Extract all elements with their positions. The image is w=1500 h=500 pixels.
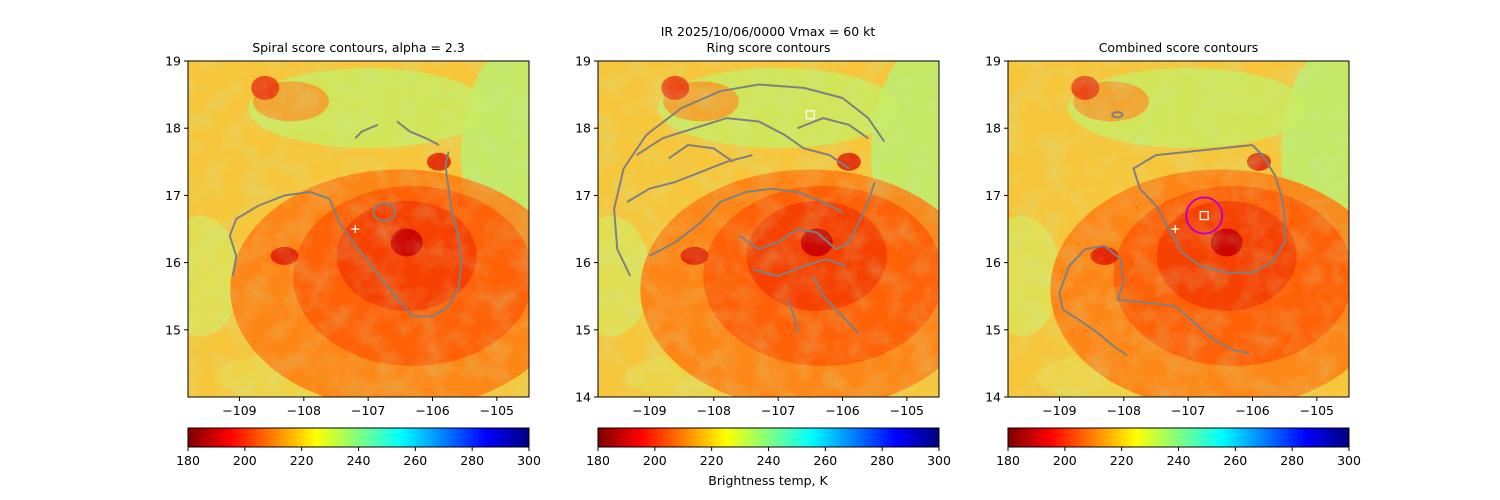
ring-fit-circle	[1185, 196, 1224, 235]
x-tick-label: −107	[1171, 403, 1205, 418]
x-tick-label: −108	[1107, 403, 1141, 418]
colorbar-tick-label: 240	[757, 453, 781, 468]
best-center-marker	[1199, 210, 1209, 221]
y-tick-label: 14	[985, 390, 1001, 405]
y-tick-label: 17	[985, 188, 1001, 203]
ir-image	[1008, 61, 1349, 397]
colorbar-tick-label: 300	[517, 453, 541, 468]
x-tick-label: −107	[761, 403, 795, 418]
y-tick-label: 18	[575, 121, 591, 136]
contour-line	[636, 117, 850, 170]
contour-line	[752, 258, 847, 277]
panel-title: Combined score contours	[1099, 40, 1259, 55]
colorbar-gradient	[597, 427, 940, 448]
contour-line	[228, 151, 463, 318]
colorbar-tick-label: 220	[700, 453, 724, 468]
first-guess-marker	[1171, 225, 1180, 233]
colorbar-tick-label: 280	[460, 453, 484, 468]
contour-line	[812, 275, 860, 334]
contour-line	[613, 83, 886, 277]
x-tick-label: −106	[415, 403, 449, 418]
panel-1: Spiral score contours, alpha = 2.3 −109 −1…	[165, 40, 541, 468]
contour-line	[668, 144, 734, 163]
colorbar-tick-label: 200	[1053, 453, 1077, 468]
y-tick-label: 19	[985, 54, 1001, 69]
panel-title: Spiral score contours, alpha = 2.3	[252, 40, 465, 55]
y-tick-label: 15	[985, 322, 1001, 337]
panel-title: Ring score contours	[706, 40, 830, 55]
colorbar-tick-label: 240	[347, 453, 371, 468]
colorbar-tick-label: 200	[643, 453, 667, 468]
colorbar-tick-label: 300	[1337, 453, 1361, 468]
colorbar: 180 200 220 240 260 280 300	[586, 427, 951, 468]
score-contours	[228, 120, 463, 318]
contour-line	[1132, 144, 1286, 274]
colorbar: 180 200 220 240 260 280 300	[996, 427, 1361, 468]
contour-line	[649, 187, 843, 257]
panel-3: Combined score contours −109 −108 −107 −106 −…	[985, 40, 1361, 468]
best-center-marker	[805, 110, 815, 120]
y-tick-label: 19	[165, 54, 181, 69]
score-contours	[613, 83, 886, 334]
x-tick-label: −105	[480, 403, 514, 418]
x-tick-label: −107	[351, 403, 385, 418]
colorbar: 180 200 220 240 260 280 300	[176, 427, 541, 468]
suptitle: IR 2025/10/06/0000 Vmax = 60 kt	[661, 24, 876, 39]
x-tick-label: −105	[890, 403, 924, 418]
y-tick-label: 16	[575, 255, 591, 270]
colorbar-gradient	[1007, 427, 1350, 448]
contour-line	[1103, 245, 1250, 355]
colorbar-gradient	[187, 427, 530, 448]
first-guess-marker	[351, 225, 360, 233]
colorbar-tick-label: 180	[176, 453, 200, 468]
colorbar-tick-label: 280	[1280, 453, 1304, 468]
axes-frame	[597, 60, 940, 398]
contour-line	[354, 123, 379, 139]
y-tick-label: 18	[165, 121, 181, 136]
x-tick-label: −109	[1042, 403, 1076, 418]
x-tick-label: −106	[825, 403, 859, 418]
colorbar-tick-label: 280	[870, 453, 894, 468]
contour-line	[738, 181, 876, 251]
colorbar-tick-label: 180	[996, 453, 1020, 468]
colorbar-tick-label: 200	[233, 453, 257, 468]
contour-loop	[372, 202, 397, 222]
colorbar-tick-label: 180	[586, 453, 610, 468]
x-tick-label: −108	[697, 403, 731, 418]
ir-image	[188, 61, 529, 397]
y-tick-label: 17	[165, 188, 181, 203]
y-tick-label: 15	[575, 322, 591, 337]
axes-frame	[187, 60, 530, 398]
panel-2: Ring score contours −109 −108 −107 −106 −105 1…	[575, 40, 951, 468]
colorbar-tick-label: 260	[813, 453, 837, 468]
colorbar-label: Brightness temp, K	[708, 473, 828, 488]
x-tick-label: −109	[632, 403, 666, 418]
y-tick-label: 16	[985, 255, 1001, 270]
ir-image	[598, 61, 939, 397]
contour-line	[396, 120, 440, 146]
y-tick-label: 19	[575, 54, 591, 69]
y-tick-label: 15	[165, 322, 181, 337]
y-tick-label: 16	[165, 255, 181, 270]
colorbar-tick-label: 240	[1167, 453, 1191, 468]
score-contours	[1058, 111, 1286, 357]
contour-line	[797, 117, 869, 140]
colorbar-tick-label: 220	[1110, 453, 1134, 468]
contour-line	[1058, 244, 1128, 357]
contour-line	[786, 299, 799, 334]
x-tick-label: −108	[287, 403, 321, 418]
y-tick-label: 18	[985, 121, 1001, 136]
x-tick-label: −105	[1300, 403, 1334, 418]
contour-loop	[1111, 111, 1124, 119]
y-tick-label: 14	[575, 390, 591, 405]
colorbar-tick-label: 260	[1223, 453, 1247, 468]
colorbar-tick-label: 260	[403, 453, 427, 468]
x-tick-label: −109	[222, 403, 256, 418]
axes-frame	[1007, 60, 1350, 398]
colorbar-tick-label: 300	[927, 453, 951, 468]
colorbar-tick-label: 220	[290, 453, 314, 468]
x-tick-label: −106	[1235, 403, 1269, 418]
y-tick-label: 17	[575, 188, 591, 203]
